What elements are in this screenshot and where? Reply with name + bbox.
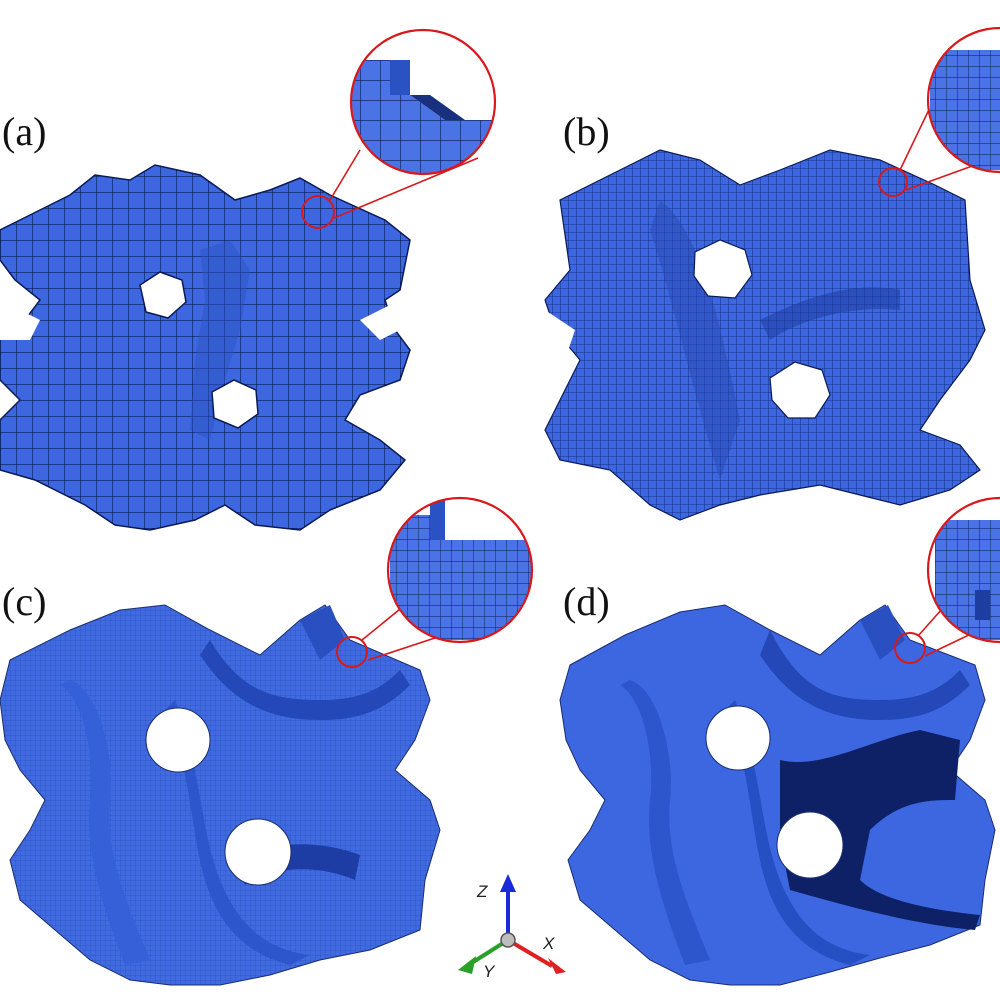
- triad-label-y: Y: [483, 962, 495, 981]
- panel-label-c: (c): [2, 579, 47, 624]
- triad-label-x: X: [543, 934, 555, 953]
- panel-label-d: (d): [563, 579, 610, 624]
- x-axis-arrow: [506, 938, 554, 968]
- triad-label-z: Z: [477, 882, 488, 901]
- panel-c-zoom-callout: [336, 496, 534, 668]
- panel-c-structure: [0, 604, 441, 986]
- panel-d-zoom-callout: [894, 496, 1000, 664]
- panel-label-a: (a): [2, 109, 47, 154]
- panel-d-structure: [559, 604, 996, 986]
- panel-b-zoom-callout: [878, 26, 1000, 197]
- panel-b-structure: [544, 149, 986, 521]
- triad-origin: [500, 932, 516, 948]
- panel-label-b: (b): [563, 109, 610, 154]
- panel-a-structure: [0, 164, 411, 531]
- panel-a-zoom-callout: [301, 28, 497, 229]
- axis-triad: [458, 874, 566, 974]
